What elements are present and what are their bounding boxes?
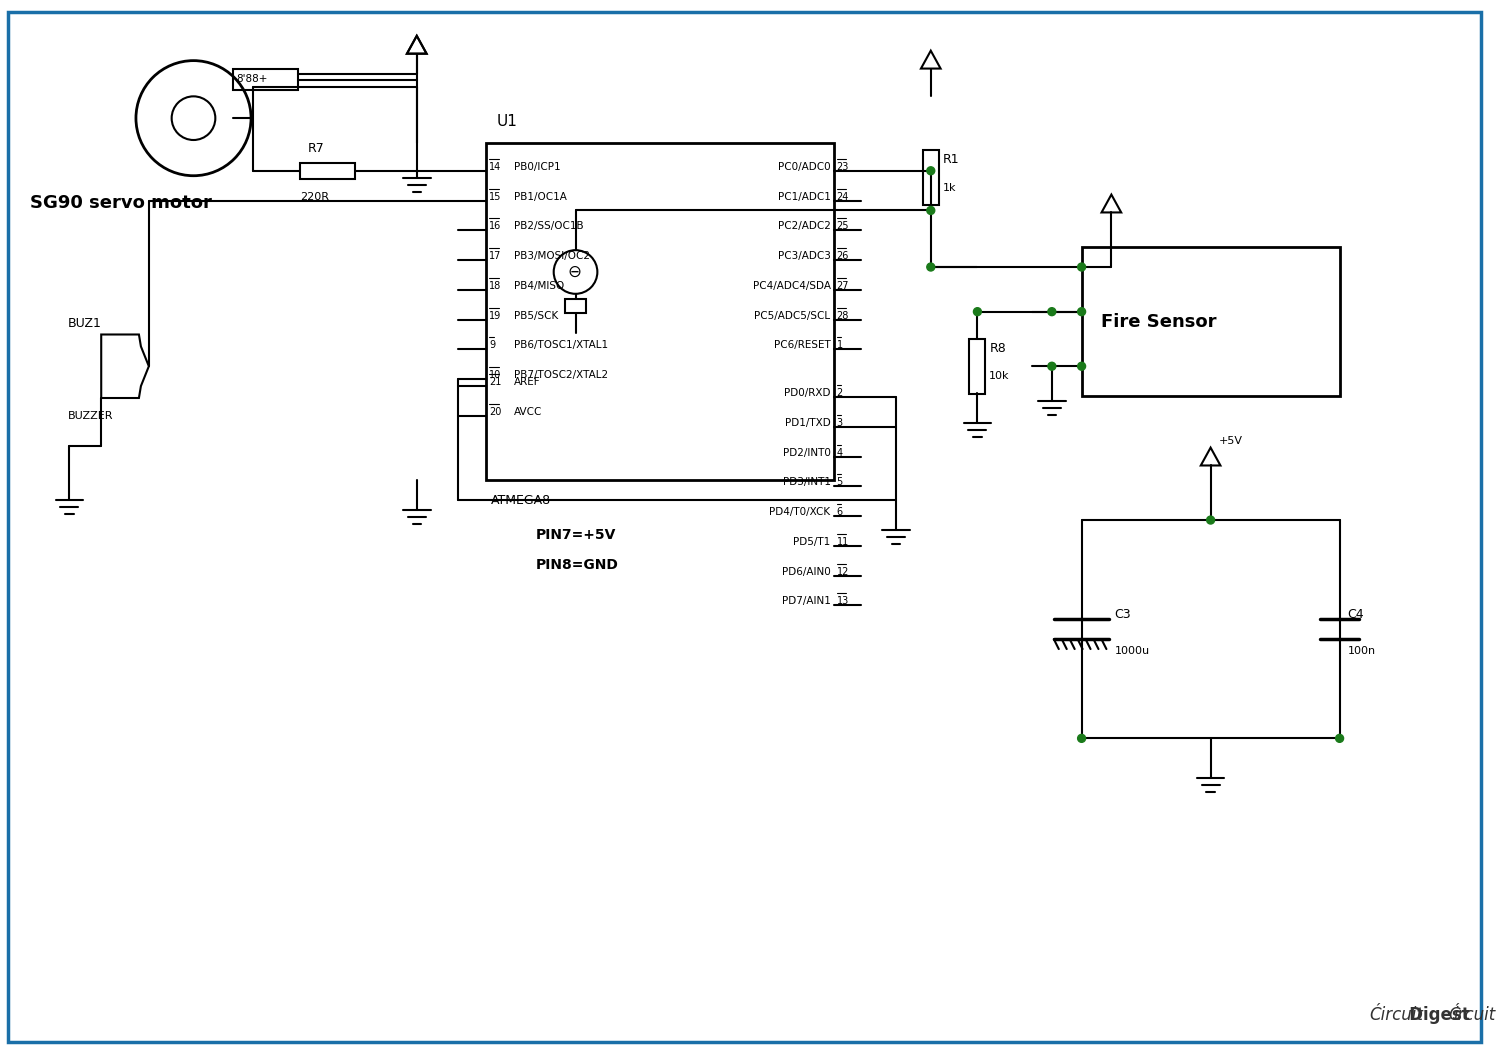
Text: 1k: 1k (942, 182, 956, 193)
Text: 17: 17 (489, 251, 501, 261)
Text: PC0/ADC0: PC0/ADC0 (778, 162, 831, 172)
Text: PC5/ADC5/SCL: PC5/ADC5/SCL (754, 311, 831, 320)
Circle shape (1077, 363, 1086, 370)
Text: AVCC: AVCC (514, 407, 543, 417)
Circle shape (1206, 516, 1215, 524)
Circle shape (927, 207, 934, 214)
Text: PD6/AIN0: PD6/AIN0 (782, 567, 831, 577)
Text: 19: 19 (489, 311, 501, 320)
Text: PD7/AIN1: PD7/AIN1 (782, 597, 831, 606)
Text: Ć: Ć (1449, 1007, 1461, 1024)
Text: PB7/TOSC2/XTAL2: PB7/TOSC2/XTAL2 (514, 370, 608, 380)
Text: PB1/OC1A: PB1/OC1A (514, 192, 567, 201)
Text: R7: R7 (308, 142, 324, 155)
Text: PIN7=+5V: PIN7=+5V (536, 528, 616, 542)
Text: C3: C3 (1114, 608, 1131, 621)
Bar (564, 298, 586, 313)
Bar (969, 339, 986, 393)
Circle shape (1335, 735, 1344, 742)
Bar (232, 69, 297, 91)
Text: PD0/RXD: PD0/RXD (784, 388, 831, 398)
Text: PB5/SCK: PB5/SCK (514, 311, 558, 320)
Bar (300, 162, 355, 179)
Text: 10k: 10k (990, 371, 1010, 382)
Circle shape (1077, 735, 1086, 742)
Circle shape (974, 308, 981, 315)
Text: 11: 11 (837, 536, 849, 547)
Text: PC2/ADC2: PC2/ADC2 (777, 221, 831, 231)
Text: 14: 14 (489, 162, 501, 172)
Text: PD3/INT1: PD3/INT1 (783, 477, 831, 487)
Text: 10: 10 (489, 370, 501, 380)
Text: PD4/T0/XCK: PD4/T0/XCK (770, 507, 831, 518)
Text: PB2/SS/OC1B: PB2/SS/OC1B (514, 221, 584, 231)
Text: ircuit: ircuit (1454, 1007, 1496, 1024)
Text: 28: 28 (837, 311, 849, 320)
Text: PC6/RESET: PC6/RESET (774, 340, 831, 350)
Text: 4: 4 (837, 448, 843, 457)
Text: 15: 15 (489, 192, 501, 201)
Text: PD5/T1: PD5/T1 (794, 536, 831, 547)
Circle shape (1048, 308, 1056, 315)
Text: 12: 12 (837, 567, 849, 577)
Text: 26: 26 (837, 251, 849, 261)
Text: Fire Sensor: Fire Sensor (1101, 313, 1216, 331)
Text: PIN8=GND: PIN8=GND (536, 558, 618, 571)
Text: 8'88+: 8'88+ (236, 75, 267, 84)
Text: PD2/INT0: PD2/INT0 (783, 448, 831, 457)
Text: PB0/ICP1: PB0/ICP1 (514, 162, 561, 172)
Text: R8: R8 (990, 341, 1006, 355)
Text: R1: R1 (942, 153, 960, 167)
Bar (486, 143, 834, 481)
Text: AREF: AREF (514, 377, 540, 387)
Text: BUZZER: BUZZER (68, 411, 112, 421)
Text: ⊖: ⊖ (567, 264, 582, 281)
Text: Ćircuit: Ćircuit (1370, 1007, 1423, 1024)
Circle shape (1077, 264, 1086, 271)
Bar (922, 151, 939, 204)
Text: Digest: Digest (1370, 1007, 1470, 1024)
Text: 13: 13 (837, 597, 849, 606)
Text: 16: 16 (489, 221, 501, 231)
Text: SG90 servo motor: SG90 servo motor (30, 194, 211, 212)
Text: ATMEGA8: ATMEGA8 (490, 493, 552, 507)
Text: PB6/TOSC1/XTAL1: PB6/TOSC1/XTAL1 (514, 340, 608, 350)
Text: C4: C4 (1347, 608, 1364, 621)
Text: PB4/MISO: PB4/MISO (514, 280, 564, 291)
Text: 25: 25 (837, 221, 849, 231)
Text: 1000u: 1000u (1114, 646, 1149, 656)
Text: PC4/ADC4/SDA: PC4/ADC4/SDA (753, 280, 831, 291)
Text: 18: 18 (489, 280, 501, 291)
Circle shape (927, 264, 934, 271)
Text: PD1/TXD: PD1/TXD (784, 417, 831, 428)
Text: 100n: 100n (1347, 646, 1376, 656)
Text: 23: 23 (837, 162, 849, 172)
Text: PB3/MOSI/OC2: PB3/MOSI/OC2 (514, 251, 590, 261)
Text: 2: 2 (837, 388, 843, 398)
Text: 6: 6 (837, 507, 843, 518)
Text: U1: U1 (496, 114, 517, 129)
Text: 1: 1 (837, 340, 843, 350)
Text: 3: 3 (837, 417, 843, 428)
Text: +5V: +5V (1218, 435, 1242, 446)
Text: 21: 21 (489, 377, 501, 387)
Text: PC3/ADC3: PC3/ADC3 (777, 251, 831, 261)
Text: 24: 24 (837, 192, 849, 201)
Circle shape (927, 167, 934, 175)
Text: 220R: 220R (300, 192, 328, 201)
Text: 5: 5 (837, 477, 843, 487)
Bar (1082, 248, 1340, 396)
Text: PC1/ADC1: PC1/ADC1 (777, 192, 831, 201)
Text: BUZ1: BUZ1 (68, 317, 102, 330)
Circle shape (1048, 363, 1056, 370)
Text: 27: 27 (837, 280, 849, 291)
Text: 20: 20 (489, 407, 501, 417)
Text: 9: 9 (489, 340, 495, 350)
Circle shape (1077, 308, 1086, 315)
